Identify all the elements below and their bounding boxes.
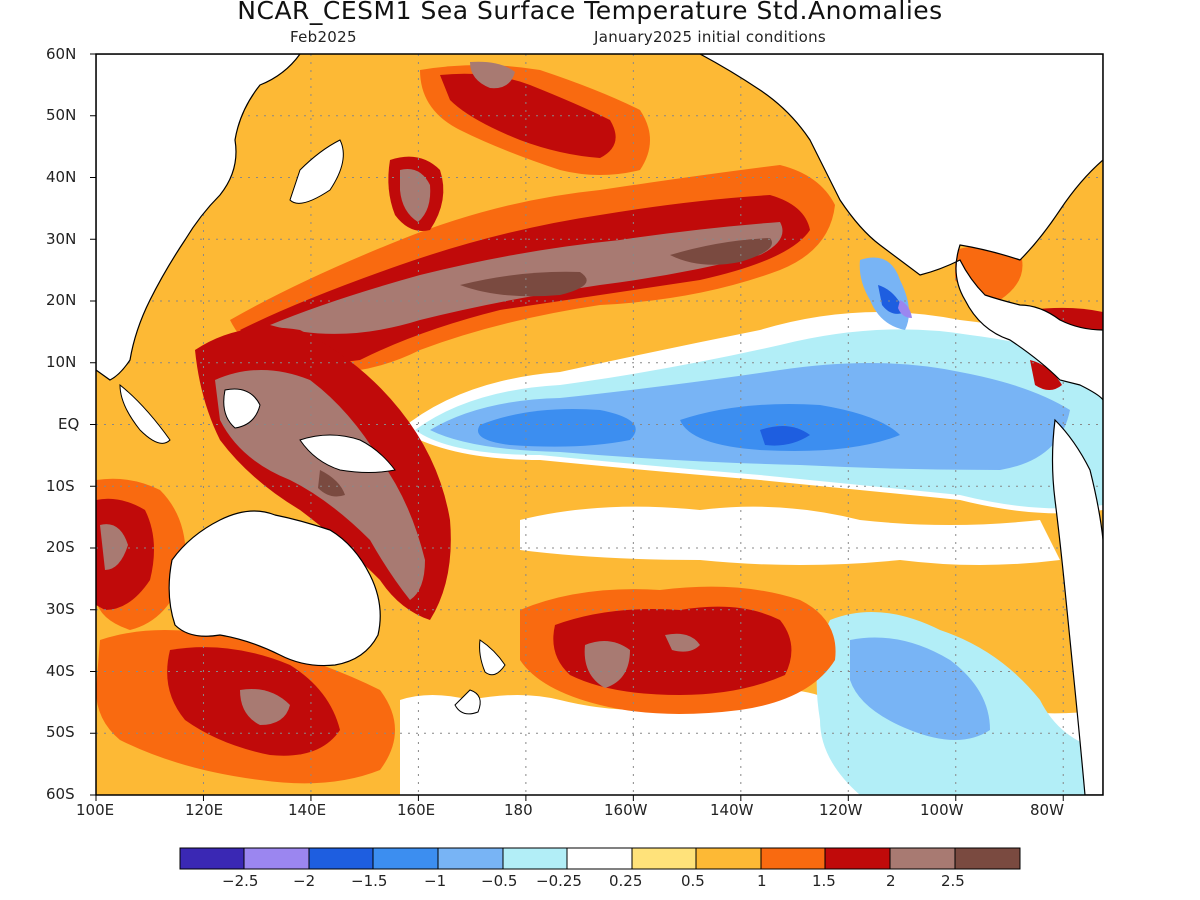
lon-label-100e: 100E <box>76 801 115 819</box>
indian-ocean-very-warm <box>100 524 128 570</box>
lon-label-140w: 140W <box>710 801 754 819</box>
colorbar-box-11 <box>889 847 956 870</box>
south-pacific-very-warm-2 <box>665 633 700 652</box>
colorbar-box-0 <box>179 847 245 870</box>
colorbar-label-11: 2.5 <box>941 872 965 890</box>
south-pacific-very-warm-1 <box>584 641 630 688</box>
colorbar-label-5: −0.25 <box>536 872 582 890</box>
new-zealand <box>454 639 506 715</box>
lat-label-20n: 20N <box>46 291 77 309</box>
lat-label-10s: 10S <box>46 477 75 495</box>
lon-label-160w: 160W <box>604 801 648 819</box>
colorbar <box>179 847 1021 870</box>
colorbar-box-10 <box>824 847 891 870</box>
panama-warm <box>1030 360 1062 390</box>
colorbar-box-2 <box>308 847 374 870</box>
lat-label-40n: 40N <box>46 168 77 186</box>
south-america <box>1051 418 1103 795</box>
colorbar-box-6 <box>566 847 633 870</box>
south-neutral-west <box>520 506 1060 565</box>
colorbar-box-4 <box>437 847 504 870</box>
init-conditions-label: January2025 initial conditions <box>594 28 826 46</box>
grid-lines <box>96 54 1103 795</box>
lon-label-160e: 160E <box>397 801 436 819</box>
colorbar-box-12 <box>954 847 1021 870</box>
colorbar-label-7: 0.5 <box>681 872 705 890</box>
axis-ticks <box>90 53 1064 801</box>
colorbar-label-1: −2 <box>293 872 316 890</box>
equatorial-cold-spot-1 <box>478 409 636 447</box>
lon-label-140e: 140E <box>288 801 327 819</box>
lat-label-10n: 10N <box>46 353 77 371</box>
lat-label-60n: 60N <box>46 45 77 63</box>
lat-label-30n: 30N <box>46 230 77 248</box>
colorbar-label-3: −1 <box>424 872 447 890</box>
nw-pacific-very-warm <box>470 61 515 89</box>
colorbar-box-3 <box>372 847 439 870</box>
map-title: NCAR_CESM1 Sea Surface Temperature Std.A… <box>237 0 943 25</box>
borneo <box>223 388 261 429</box>
southern-cool-patch-2 <box>850 637 990 740</box>
nw-pacific-strong <box>440 73 616 158</box>
australia <box>168 510 381 667</box>
lat-label-eq: EQ <box>58 415 80 433</box>
lon-label-120w: 120W <box>819 801 863 819</box>
kuroshio-very-warm <box>400 169 431 222</box>
north-pacific-extreme-2 <box>670 238 772 265</box>
lon-label-120e: 120E <box>185 801 224 819</box>
lat-label-50s: 50S <box>46 723 75 741</box>
colorbar-box-1 <box>243 847 310 870</box>
lon-label-180: 180 <box>504 801 533 819</box>
sumatra <box>119 383 171 444</box>
land-masses <box>96 54 1103 795</box>
colorbar-box-8 <box>695 847 762 870</box>
colorbar-label-0: −2.5 <box>222 872 259 890</box>
colorbar-box-7 <box>631 847 697 870</box>
japan <box>289 139 344 204</box>
colorbar-label-2: −1.5 <box>351 872 388 890</box>
north-pacific-extreme-1 <box>460 271 587 297</box>
mexico-min <box>898 300 912 318</box>
lat-label-20s: 20S <box>46 538 75 556</box>
equatorial-cold-spot-3 <box>760 426 810 446</box>
south-australia-very-warm <box>240 689 290 725</box>
colorbar-label-9: 1.5 <box>812 872 836 890</box>
lat-label-40s: 40S <box>46 662 75 680</box>
mexico-cold-spot <box>878 285 905 314</box>
colorbar-label-4: −0.5 <box>481 872 518 890</box>
colorbar-box-9 <box>760 847 826 870</box>
lat-label-50n: 50N <box>46 106 77 124</box>
colorbar-label-6: 0.25 <box>609 872 643 890</box>
new-guinea <box>299 434 396 473</box>
colorbar-box-5 <box>502 847 568 870</box>
lon-label-100w: 100W <box>920 801 964 819</box>
valid-month-label: Feb2025 <box>290 28 357 46</box>
asia-mainland <box>96 54 301 381</box>
lat-label-60s: 60S <box>46 785 75 803</box>
lat-label-30s: 30S <box>46 600 75 618</box>
colorbar-label-8: 1 <box>757 872 767 890</box>
north-america <box>699 54 1103 402</box>
warm-pool-extreme <box>318 470 345 497</box>
lon-label-80w: 80W <box>1030 801 1064 819</box>
colorbar-label-10: 2 <box>886 872 896 890</box>
